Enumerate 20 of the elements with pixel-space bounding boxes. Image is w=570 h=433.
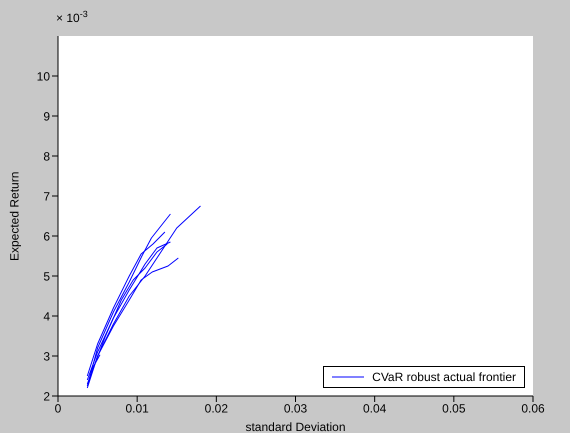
x-axis-title: standard Deviation [245, 420, 346, 433]
x-tick-label: 0.04 [362, 402, 387, 416]
y-tick-label: 4 [43, 309, 50, 324]
x-tick-label: 0.01 [125, 402, 150, 416]
x-tick-label: 0.02 [204, 402, 228, 416]
y-tick-label: 3 [43, 349, 50, 364]
text: × 10$^{-3}$ [56, 9, 88, 25]
x-tick-label: 0.03 [284, 402, 308, 416]
y-tick-label: 8 [43, 149, 50, 164]
x-tick-label: 0.05 [442, 402, 466, 416]
y-tick-label: 2 [43, 389, 50, 404]
x-tick-label: 0.06 [521, 402, 545, 416]
y-tick-label: 7 [43, 189, 50, 204]
legend-label: CVaR robust actual frontier [372, 370, 516, 384]
y-tick-label: 5 [43, 269, 50, 284]
x-tick-label: 0 [54, 402, 62, 416]
y-tick-label: 6 [43, 229, 50, 244]
y-tick-label: 9 [43, 109, 50, 124]
y-axis-title: Expected Return [7, 172, 22, 261]
y-tick-label: 10 [36, 69, 50, 84]
